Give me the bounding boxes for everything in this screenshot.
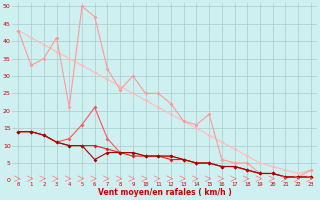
X-axis label: Vent moyen/en rafales ( km/h ): Vent moyen/en rafales ( km/h ) [98, 188, 231, 197]
